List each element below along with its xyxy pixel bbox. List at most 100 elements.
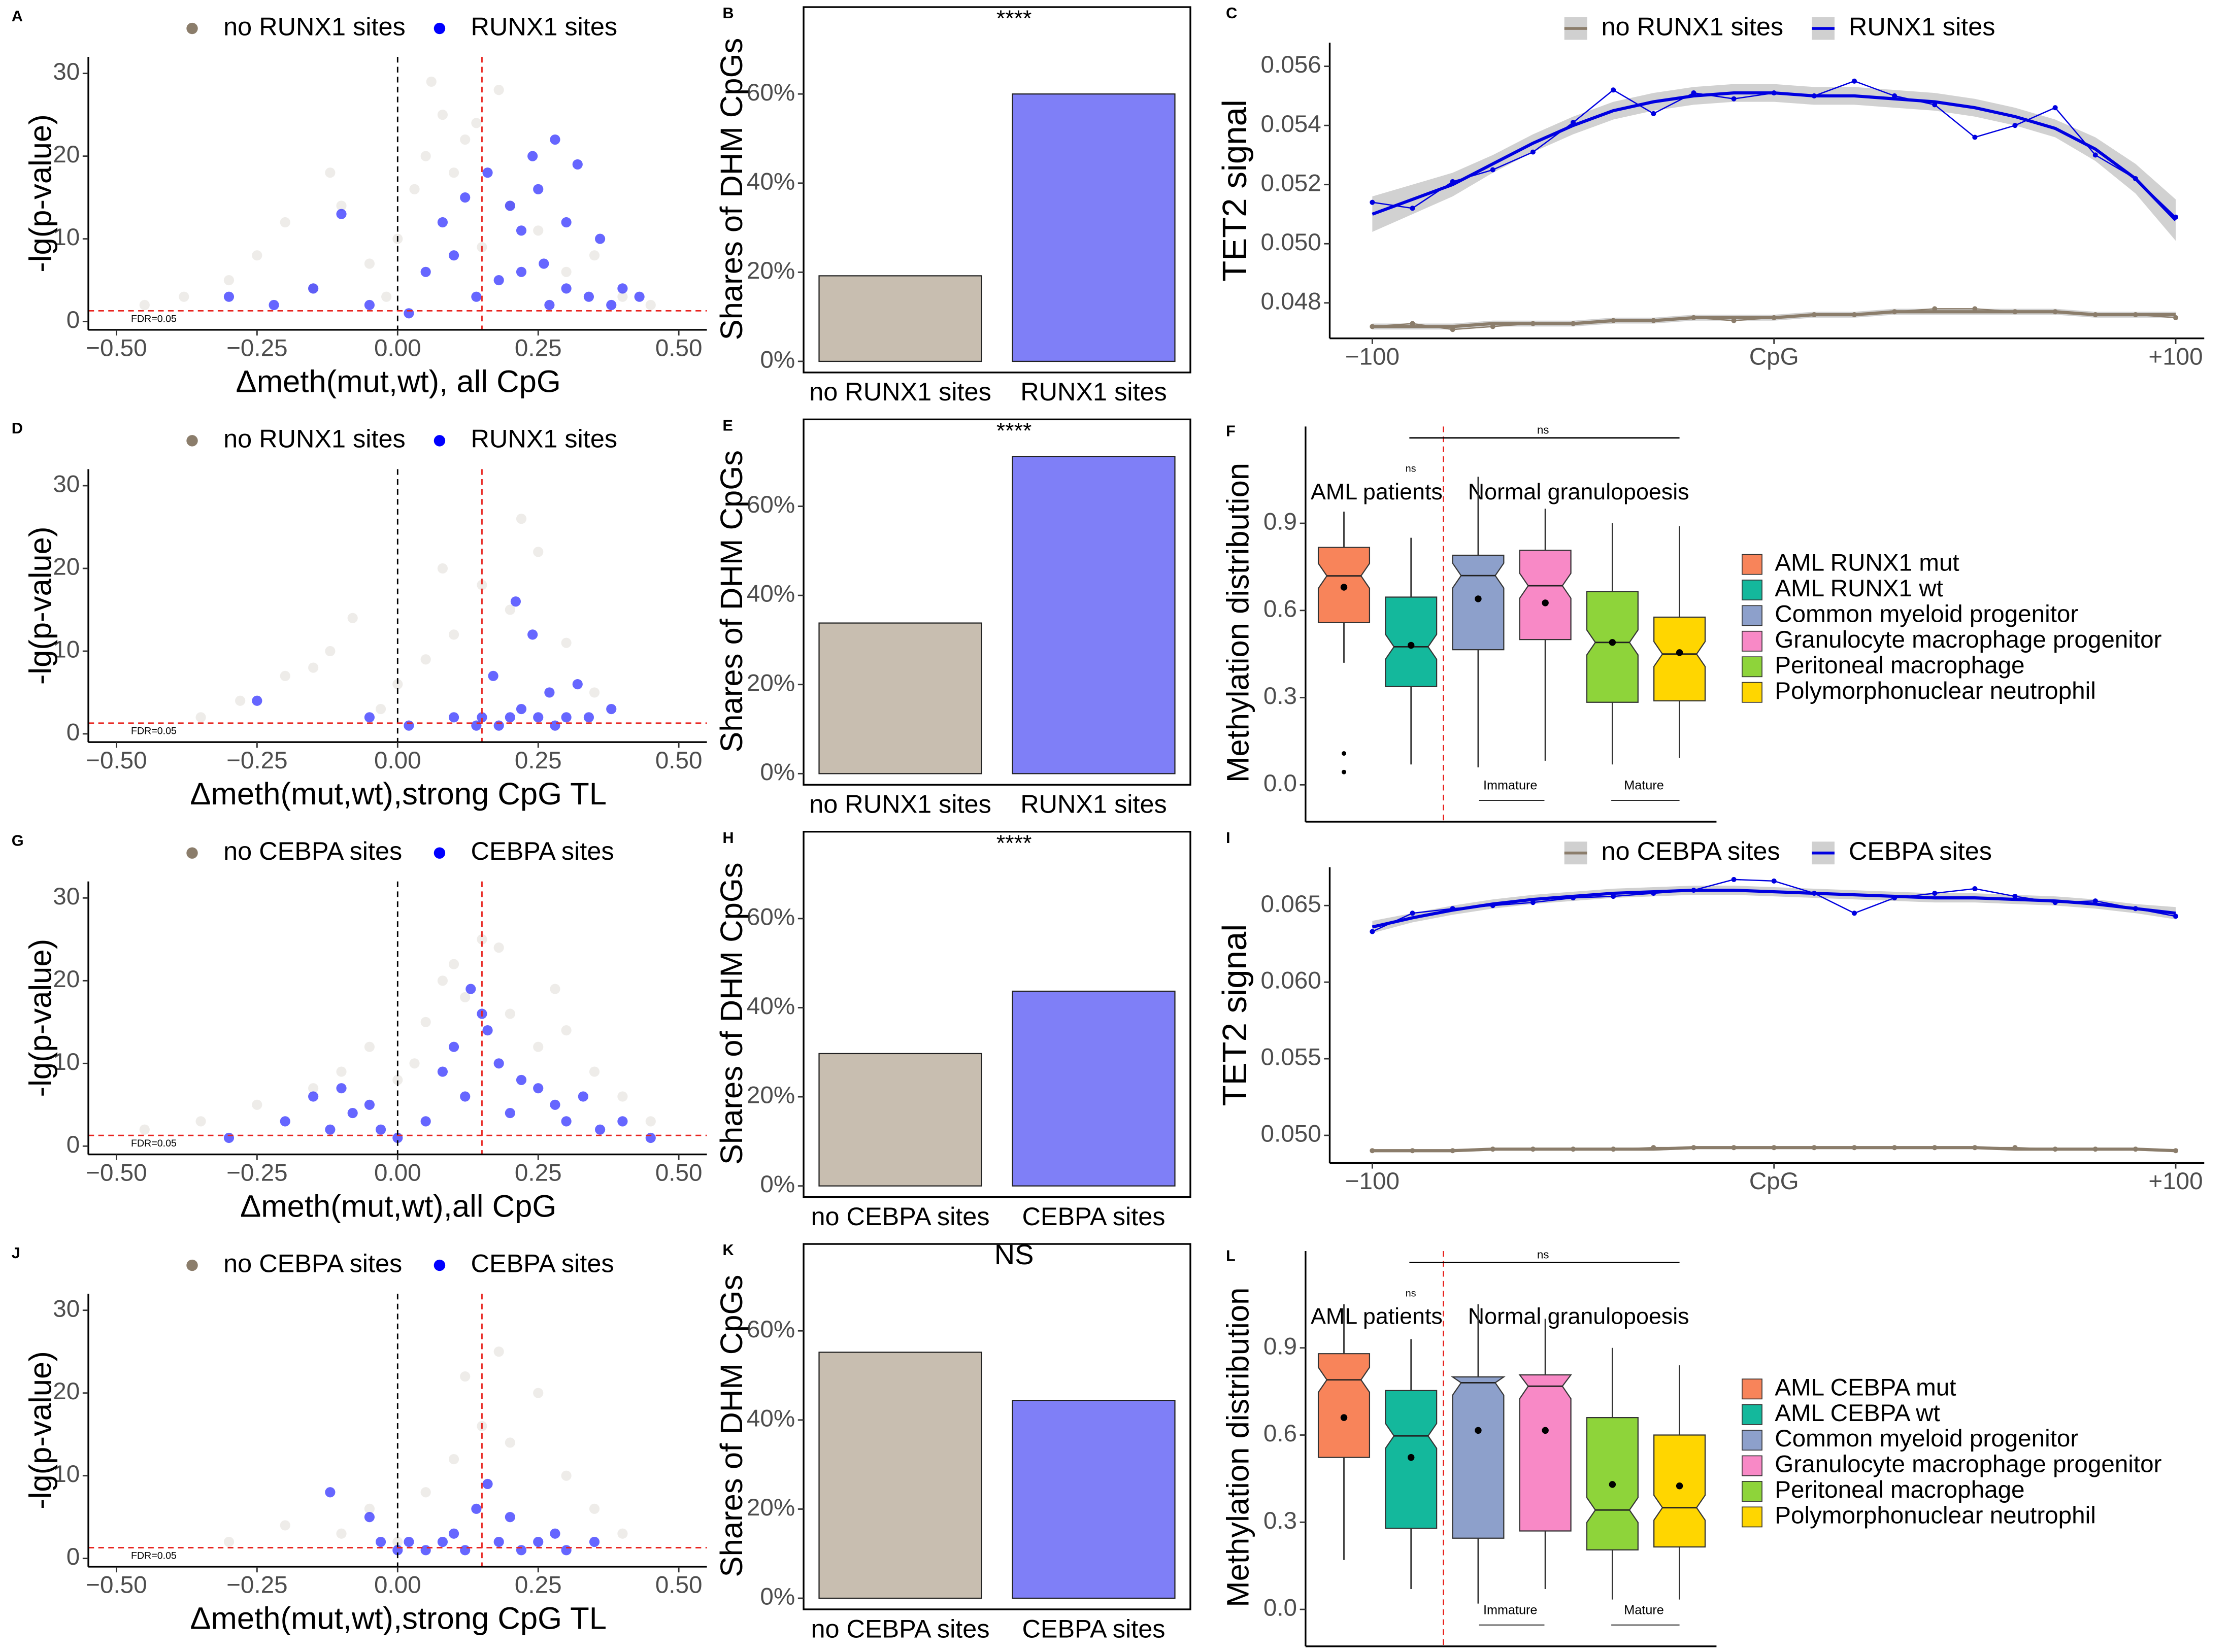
- point: [1811, 93, 1817, 98]
- point: [1651, 891, 1656, 896]
- point: [460, 992, 471, 1003]
- point: [533, 184, 544, 194]
- panel-letter: C: [1226, 4, 1237, 22]
- point: [1570, 321, 1576, 326]
- point: [561, 1545, 572, 1556]
- point: [2052, 1147, 2058, 1152]
- box: [1653, 616, 1706, 702]
- point: [2173, 315, 2179, 320]
- x-tick-label: 0.50: [655, 335, 703, 362]
- point: [280, 217, 290, 228]
- x-tick-label: no CEBPA sites: [811, 1614, 989, 1643]
- point: [1410, 911, 1415, 916]
- point: [364, 258, 375, 269]
- point: [336, 1528, 347, 1539]
- point: [409, 184, 420, 194]
- y-tick-label: 0.052: [1261, 170, 1321, 196]
- box: [1450, 1376, 1506, 1539]
- point: [1972, 886, 1978, 892]
- panel-letter: I: [1226, 829, 1230, 847]
- point: [404, 720, 414, 731]
- point: [2173, 1148, 2179, 1154]
- point: [2092, 898, 2098, 904]
- point: [589, 1503, 600, 1514]
- point: [1892, 309, 1898, 315]
- point: [1771, 315, 1777, 320]
- point: [493, 275, 504, 286]
- x-tick-label: CEBPA sites: [1022, 1614, 1165, 1643]
- point: [404, 1536, 414, 1547]
- legend-key: [1741, 1455, 1762, 1476]
- mean: [1542, 1427, 1549, 1434]
- point: [1731, 876, 1737, 882]
- point: [347, 1108, 358, 1119]
- point: [589, 687, 600, 698]
- y-axis-label: TET2 signal: [1216, 924, 1254, 1106]
- legend-label: Peritoneal macrophage: [1775, 1476, 2024, 1503]
- annotation: ns: [1406, 463, 1416, 475]
- plot-frame: [803, 418, 1191, 786]
- point: [645, 1132, 656, 1143]
- y-tick-label: 20: [53, 554, 80, 581]
- legend-marker: [186, 847, 198, 859]
- point: [544, 299, 555, 311]
- point: [510, 596, 521, 607]
- point: [516, 1074, 527, 1085]
- legend-key: [1741, 1481, 1762, 1502]
- point: [589, 1066, 600, 1077]
- point: [617, 1116, 628, 1127]
- point: [308, 662, 319, 673]
- point: [561, 637, 572, 648]
- significance: ****: [996, 418, 1032, 443]
- point: [1370, 929, 1375, 934]
- legend-label: AML RUNX1 mut: [1775, 550, 1959, 577]
- legend-label: no CEBPA sites: [1602, 836, 1780, 865]
- legend-label: RUNX1 sites: [1849, 12, 1995, 41]
- point: [437, 110, 448, 120]
- panel-letter: G: [12, 831, 24, 849]
- mean: [1407, 642, 1415, 649]
- mean: [1609, 639, 1616, 646]
- point: [1651, 111, 1656, 116]
- y-tick-label: 30: [53, 58, 80, 85]
- point: [364, 1041, 375, 1052]
- annotation: ns: [1537, 1248, 1549, 1261]
- legend-key: [1741, 554, 1762, 575]
- point: [1450, 906, 1455, 912]
- y-tick-label: 0.6: [1263, 1420, 1297, 1447]
- point: [1611, 87, 1616, 93]
- y-axis-label: TET2 signal: [1216, 99, 1254, 282]
- point: [437, 563, 448, 574]
- point: [1811, 1145, 1817, 1151]
- legend-key: [1741, 630, 1762, 652]
- point: [420, 266, 431, 277]
- panel-letter: B: [722, 4, 734, 22]
- point: [617, 291, 628, 302]
- point: [2092, 312, 2098, 318]
- y-axis-label: Shares of DHM CpGs: [714, 1275, 749, 1577]
- point: [448, 712, 459, 723]
- legend-label: Common myeloid progenitor: [1775, 600, 2078, 627]
- legend-marker: [434, 435, 446, 447]
- point: [392, 1074, 403, 1085]
- y-tick-label: 60%: [747, 491, 795, 518]
- point: [195, 712, 206, 723]
- point: [516, 266, 527, 277]
- y-tick-label: 0: [66, 719, 80, 746]
- point: [1731, 1145, 1737, 1151]
- legend-label: Polymorphonuclear neutrophil: [1775, 1502, 2096, 1529]
- point: [139, 1124, 150, 1135]
- y-tick-label: 0.048: [1261, 288, 1321, 315]
- point: [594, 233, 606, 244]
- x-tick-label: −0.50: [86, 1572, 147, 1599]
- y-tick-label: 0.054: [1261, 111, 1321, 138]
- x-axis-label: Δmeth(mut,wt), all CpG: [236, 364, 561, 399]
- legend-key: [1741, 682, 1762, 703]
- legend-label: AML CEBPA mut: [1775, 1374, 1956, 1401]
- point: [420, 1487, 431, 1498]
- annotation: Normal granulopoesis: [1468, 1304, 1689, 1329]
- point: [1811, 891, 1817, 896]
- point: [460, 134, 471, 145]
- point: [364, 1512, 375, 1523]
- y-tick-label: 30: [53, 883, 80, 910]
